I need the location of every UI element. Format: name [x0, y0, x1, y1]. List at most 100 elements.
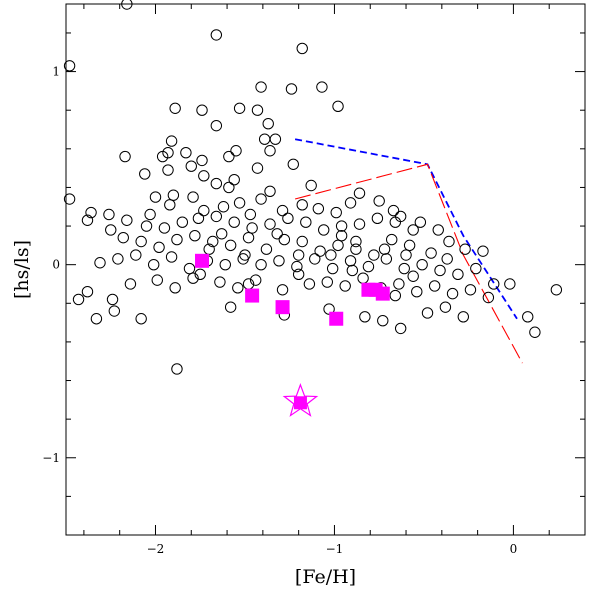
field-star-point [167, 189, 180, 201]
field-star-point [400, 249, 412, 261]
field-star-point [72, 293, 85, 306]
field-star-point [260, 243, 273, 255]
field-star-point [169, 282, 181, 294]
field-star-point [264, 145, 276, 157]
field-star-point [318, 224, 330, 236]
field-star-point [389, 216, 401, 228]
field-star-point [414, 216, 427, 228]
field-star-point [332, 239, 344, 252]
field-star-point [398, 262, 410, 275]
field-star-point [393, 278, 405, 290]
field-star-point [346, 264, 359, 277]
field-star-point [185, 160, 197, 172]
field-star-point [278, 233, 291, 246]
field-star-point [224, 301, 237, 313]
field-star-point [194, 268, 206, 281]
field-star-point [239, 249, 251, 261]
field-star-point [258, 133, 271, 145]
field-star-point [158, 222, 171, 234]
field-star-point [165, 251, 178, 263]
field-star-point [312, 202, 325, 215]
field-star-point [470, 262, 482, 275]
field-star-point [90, 313, 103, 325]
field-star-point [394, 210, 407, 223]
field-star-point [403, 239, 416, 252]
field-star-point [441, 253, 453, 265]
field-star-point [85, 206, 97, 219]
field-star-point [156, 150, 169, 163]
field-star-point [344, 197, 357, 209]
field-star-point [394, 322, 407, 335]
field-star-point [416, 258, 428, 271]
highlight-star-square [293, 396, 307, 410]
field-star-point [246, 222, 258, 234]
field-star-point [269, 133, 282, 145]
field-star-point [276, 284, 289, 296]
field-star-point [203, 243, 215, 255]
tick-labels: −2 −1 0 −1 0 1 [42, 65, 517, 556]
field-star-point [119, 150, 131, 163]
field-star-point [251, 162, 264, 174]
x-tick-label: −2 [147, 542, 165, 556]
field-star-point [421, 307, 434, 319]
field-star-point [359, 311, 371, 323]
field-star-point [321, 276, 333, 288]
field-star-point [187, 191, 199, 203]
field-star-point [262, 118, 274, 130]
field-star-point [165, 135, 178, 147]
field-star-point [443, 235, 455, 248]
field-star-point [377, 314, 389, 327]
field-star-point [482, 291, 495, 304]
field-star-point [217, 201, 230, 213]
field-star-point [135, 235, 147, 248]
field-star-point [230, 145, 242, 157]
field-star-point [149, 191, 162, 203]
field-star-point [210, 177, 223, 190]
y-tick-label: 0 [52, 258, 60, 272]
field-star-point [264, 185, 276, 197]
field-star-point [357, 272, 369, 284]
field-star-point [439, 301, 452, 313]
field-star-point [407, 224, 419, 236]
field-star-point [316, 81, 328, 93]
field-star-point [171, 233, 183, 246]
field-star-point [81, 214, 94, 226]
field-star-point [106, 293, 119, 306]
field-star-point [219, 258, 231, 271]
field-star-point [63, 193, 76, 205]
field-star-point [214, 276, 226, 288]
plot-frame [65, 3, 586, 536]
field-star-point [353, 187, 366, 199]
field-star-point [504, 278, 516, 290]
field-star-point [339, 280, 351, 292]
field-star-point [296, 42, 308, 55]
program-star-square [375, 286, 390, 301]
field-star-point [285, 83, 298, 95]
field-star-point [387, 204, 400, 217]
field-star-point [362, 260, 375, 273]
field-star-point [198, 170, 210, 182]
field-star-point [271, 228, 283, 240]
field-star-point [292, 249, 305, 261]
model-lines [294, 138, 523, 364]
field-star-point [305, 179, 317, 192]
field-star-point [81, 286, 94, 298]
field-star-point [233, 102, 246, 114]
field-star-point [326, 262, 339, 275]
x-tick-label: −1 [326, 542, 344, 556]
field-star-point [121, 0, 133, 10]
program-star-square [329, 311, 344, 326]
field-star-point [300, 216, 312, 228]
field-star-point [171, 363, 183, 375]
field-star-point [446, 287, 459, 300]
field-star-point [371, 212, 384, 225]
field-star-point [522, 311, 534, 323]
field-star-point [183, 262, 196, 275]
field-star-point [63, 60, 76, 72]
field-star-point [432, 224, 444, 236]
field-star-point [529, 326, 541, 338]
field-star-point [198, 204, 210, 217]
field-star-point [428, 280, 441, 292]
